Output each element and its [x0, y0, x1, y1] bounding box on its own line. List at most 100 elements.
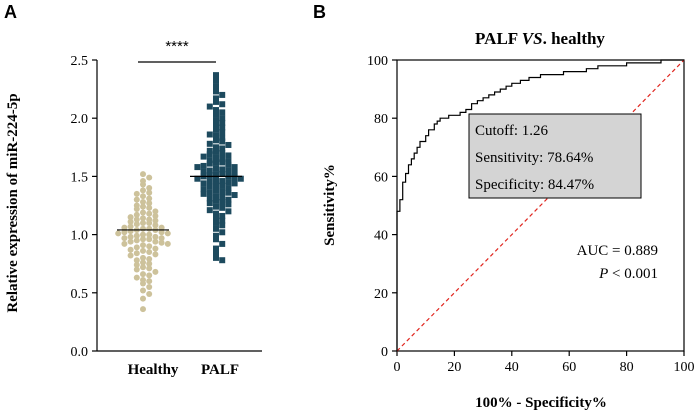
- palf-data-point: [219, 150, 226, 157]
- palf-data-point: [219, 145, 226, 152]
- palf-data-point: [206, 147, 213, 154]
- palf-data-point: [213, 250, 219, 257]
- healthy-data-point: [152, 238, 159, 245]
- palf-data-point: [219, 109, 226, 116]
- palf-data-point: [225, 141, 232, 148]
- palf-data-point: [206, 172, 213, 179]
- healthy-data-point: [127, 218, 134, 225]
- palf-data-point: [213, 137, 219, 144]
- palf-data-point: [219, 159, 226, 166]
- healthy-data-point: [140, 259, 146, 266]
- panel-a-label: A: [4, 2, 17, 22]
- healthy-data-point: [152, 222, 159, 229]
- healthy-data-point: [152, 251, 159, 258]
- palf-data-point: [206, 131, 213, 138]
- healthy-data-point: [146, 195, 153, 202]
- palf-data-point: [219, 155, 226, 162]
- palf-data-point: [200, 168, 207, 175]
- palf-data-point: [225, 201, 232, 208]
- healthy-data-point: [140, 236, 146, 243]
- palf-data-point: [213, 254, 219, 261]
- palf-data-point: [206, 103, 213, 110]
- healthy-data-point: [146, 243, 153, 250]
- healthy-data-point: [133, 274, 140, 281]
- panel-b-label: B: [313, 2, 326, 22]
- palf-data-point: [213, 95, 219, 102]
- palf-data-point: [200, 153, 207, 160]
- healthy-data-point: [164, 240, 171, 247]
- healthy-data-point: [133, 237, 140, 244]
- panel-b-y-ticks: 0 20 40 60 80 100: [367, 54, 397, 360]
- significance-stars: ****: [165, 38, 189, 55]
- healthy-data-point: [133, 232, 140, 239]
- palf-data-point: [213, 77, 219, 84]
- panel-b-x-tick-label: 20: [447, 360, 461, 375]
- healthy-data-point: [152, 233, 159, 240]
- auc-annotation: AUC = 0.889: [577, 243, 658, 259]
- panel-b-y-tick-label: 100: [367, 54, 388, 69]
- panel-a-dot-plot: Relative expression of miR-224-5p 0.0 0.5…: [5, 38, 262, 378]
- healthy-data-point: [133, 266, 140, 273]
- palf-data-point: [206, 200, 213, 207]
- healthy-data-point: [146, 189, 153, 196]
- healthy-data-point: [152, 245, 159, 252]
- palf-data-point: [213, 236, 219, 243]
- panel-a-y-tick-label: 0.5: [71, 287, 89, 302]
- healthy-data-point: [140, 271, 146, 278]
- healthy-data-point: [158, 239, 165, 246]
- healthy-data-point: [140, 247, 146, 254]
- panel-a-y-tick-label: 0.0: [71, 345, 89, 360]
- panel-b-y-tick-label: 0: [381, 345, 388, 360]
- healthy-data-point: [133, 221, 140, 228]
- healthy-data-point: [140, 287, 146, 294]
- healthy-data-point: [140, 181, 146, 188]
- healthy-data-point: [133, 257, 140, 264]
- healthy-data-point: [121, 240, 128, 247]
- healthy-data-point: [146, 260, 153, 267]
- title-part-3: . healthy: [543, 29, 606, 48]
- palf-data-point: [213, 203, 219, 210]
- palf-data-point: [213, 245, 219, 252]
- panel-b-roc-curve: PALF VS. healthy Sensitivity% 100% - Spe…: [322, 29, 695, 411]
- palf-data-point: [219, 171, 226, 178]
- palf-data-point: [213, 111, 219, 118]
- healthy-data-point: [146, 249, 153, 256]
- p-value-annotation: P < 0.001: [598, 266, 658, 282]
- palf-data-point: [206, 195, 213, 202]
- palf-data-point: [213, 171, 219, 178]
- palf-data-point: [225, 189, 232, 196]
- healthy-data-point: [140, 203, 146, 210]
- panel-b-x-tick-label: 100: [674, 360, 695, 375]
- panel-b-x-tick-label: 80: [620, 360, 634, 375]
- palf-data-point: [213, 148, 219, 155]
- healthy-data-point: [140, 264, 146, 271]
- palf-data-point: [225, 196, 232, 203]
- healthy-data-point: [133, 205, 140, 212]
- healthy-data-point: [152, 268, 159, 275]
- roc-curve-line: [396, 59, 684, 351]
- palf-data-point: [219, 124, 226, 131]
- palf-data-point: [219, 182, 226, 189]
- healthy-data-point: [133, 261, 140, 268]
- panel-b-y-tick-label: 80: [374, 112, 388, 127]
- palf-data-point: [213, 176, 219, 183]
- palf-data-point: [206, 189, 213, 196]
- healthy-data-point: [146, 225, 153, 232]
- panel-a-y-ticks: 0.0 0.5 1.0 1.5 2.0 2.5: [71, 54, 97, 360]
- palf-data-point: [213, 132, 219, 139]
- palf-data-point: [219, 194, 226, 201]
- palf-data-point: [219, 178, 226, 185]
- palf-data-point: [225, 208, 232, 215]
- palf-data-point: [219, 129, 226, 136]
- palf-data-point: [213, 159, 219, 166]
- palf-data-point: [213, 181, 219, 188]
- palf-data-point: [213, 83, 219, 90]
- palf-data-point: [213, 215, 219, 222]
- healthy-data-point: [140, 242, 146, 249]
- palf-data-point: [200, 180, 207, 187]
- healthy-data-point: [146, 185, 153, 192]
- panel-b-x-tick-label: 60: [562, 360, 576, 375]
- panel-a-mean-lines: [117, 175, 242, 231]
- cutoff-text: Cutoff: 1.26: [475, 123, 549, 139]
- healthy-data-point: [146, 265, 153, 272]
